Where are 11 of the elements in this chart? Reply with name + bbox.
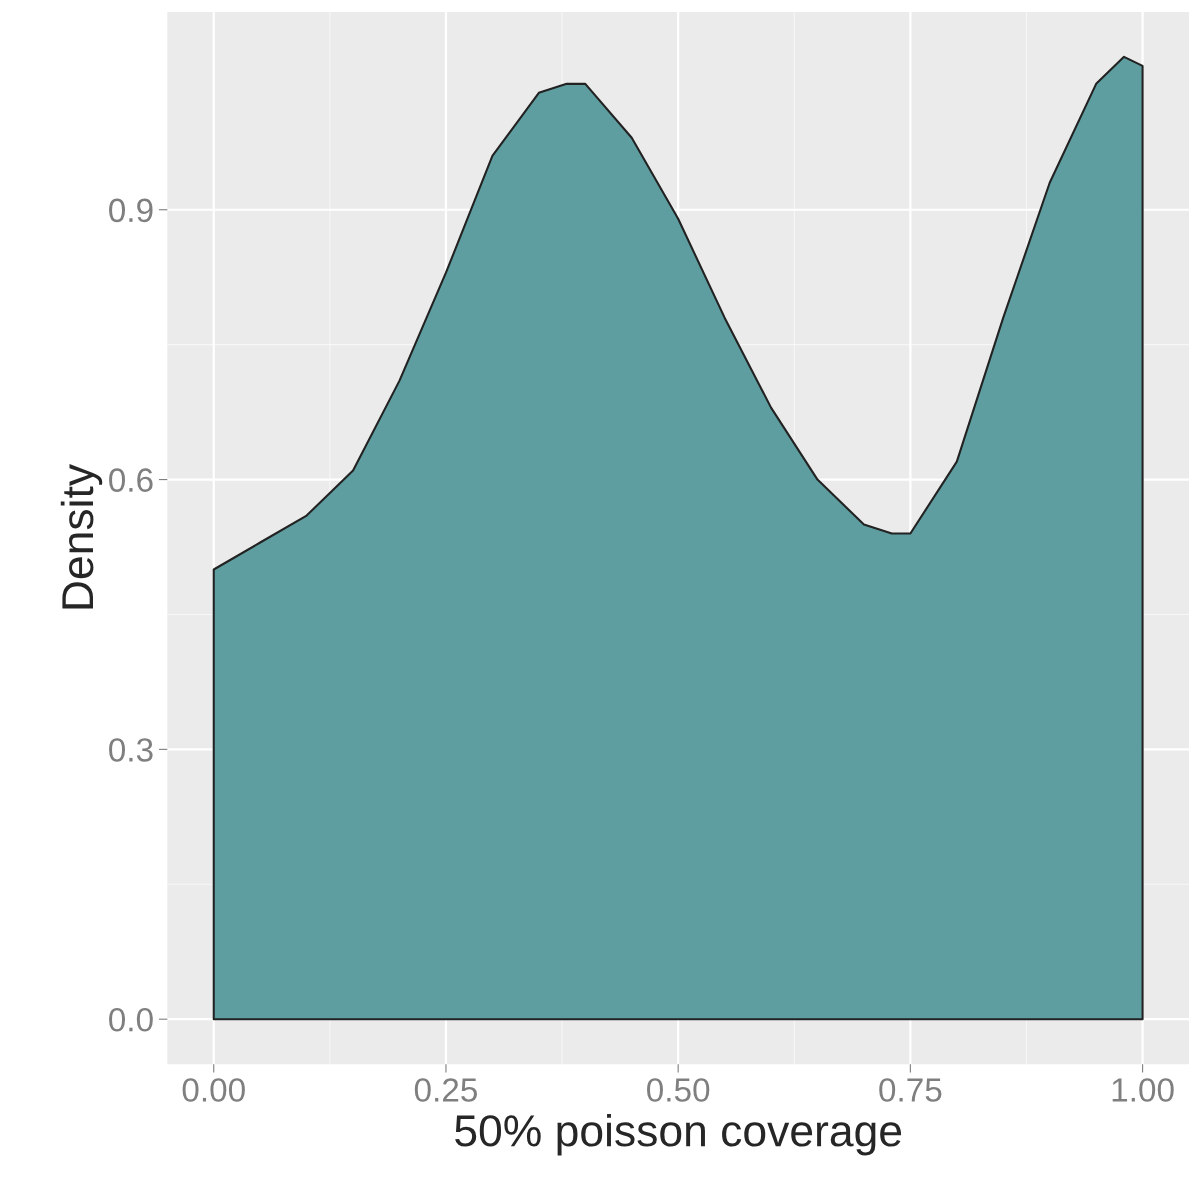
y-tick-label: 0.0 <box>109 1007 153 1032</box>
x-tick-label: 0.75 <box>879 1078 942 1102</box>
x-tick-label: 0.25 <box>414 1078 477 1102</box>
y-tick-label: 0.6 <box>109 468 153 492</box>
x-axis-title: 50% poisson coverage <box>455 1113 902 1156</box>
x-tick-label: 0.00 <box>182 1078 245 1102</box>
x-tick-label: 0.50 <box>647 1078 710 1102</box>
y-axis-title: Density <box>60 464 103 609</box>
y-tick-label: 0.3 <box>109 738 153 762</box>
y-tick-label: 0.9 <box>109 198 153 223</box>
x-tick-label: 1.00 <box>1112 1078 1174 1102</box>
